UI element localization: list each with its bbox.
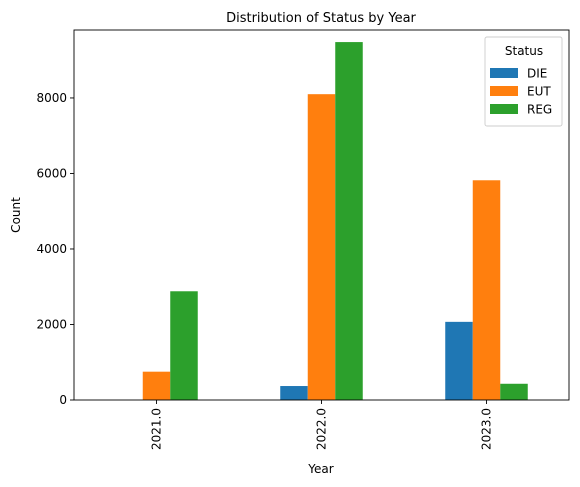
bars-group [142, 42, 528, 401]
y-tick-label: 2000 [36, 317, 67, 331]
y-tick-label: 8000 [36, 91, 67, 105]
legend-items: DIE EUT REG [490, 67, 552, 117]
legend-label-die: DIE [527, 67, 547, 81]
y-tick-label: 4000 [36, 242, 67, 256]
bar-reg-2021-0 [170, 291, 198, 400]
x-tick-label: 2023.0 [480, 408, 494, 450]
legend-swatch-die [490, 68, 518, 78]
legend-title: Status [505, 44, 543, 58]
legend-swatch-eut [490, 86, 518, 96]
bar-eut-2021-0 [142, 371, 171, 400]
y-tick-label: 6000 [36, 166, 67, 180]
legend-label-eut: EUT [527, 85, 551, 99]
chart-title: Distribution of Status by Year [226, 11, 416, 26]
y-axis: 0 2000 4000 6000 8000 [36, 91, 74, 407]
bar-eut-2023-0 [472, 180, 501, 400]
bar-die-2023-0 [445, 321, 473, 400]
legend-label-reg: REG [527, 103, 552, 117]
bar-reg-2022-0 [335, 42, 363, 400]
x-tick-label: 2021.0 [150, 408, 164, 450]
bar-eut-2022-0 [307, 94, 336, 401]
bar-die-2022-0 [280, 386, 308, 400]
legend-box [484, 36, 563, 127]
y-axis-label: Count [9, 197, 23, 233]
x-tick-label: 2022.0 [315, 408, 329, 450]
legend: Status DIE EUT REG [484, 36, 563, 127]
x-axis-label: Year [307, 462, 333, 476]
x-axis: 2021.0 2022.0 2023.0 [150, 400, 494, 450]
bar-reg-2023-0 [500, 383, 528, 400]
y-tick-label: 0 [59, 393, 67, 407]
legend-swatch-reg [490, 104, 518, 114]
